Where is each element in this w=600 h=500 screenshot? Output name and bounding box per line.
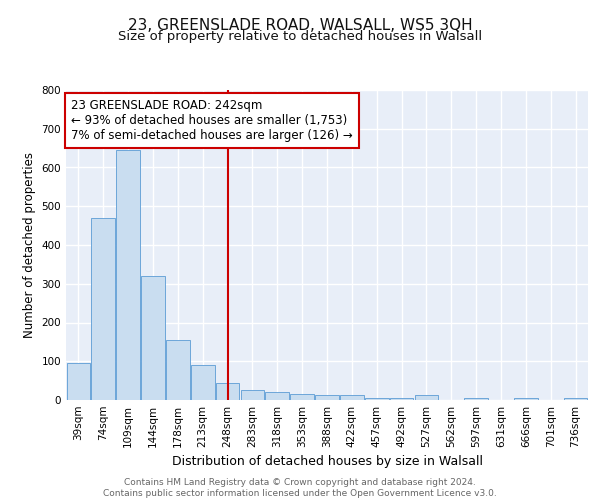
Bar [141, 276, 165, 400]
X-axis label: Distribution of detached houses by size in Walsall: Distribution of detached houses by size … [172, 456, 482, 468]
Bar [340, 396, 364, 400]
Bar [464, 398, 488, 400]
Bar [514, 398, 538, 400]
Bar [290, 394, 314, 400]
Bar [315, 395, 339, 400]
Text: 23, GREENSLADE ROAD, WALSALL, WS5 3QH: 23, GREENSLADE ROAD, WALSALL, WS5 3QH [128, 18, 472, 32]
Bar [241, 390, 264, 400]
Bar [166, 340, 190, 400]
Bar [365, 398, 389, 400]
Bar [564, 398, 587, 400]
Bar [91, 218, 115, 400]
Text: Size of property relative to detached houses in Walsall: Size of property relative to detached ho… [118, 30, 482, 43]
Bar [415, 396, 438, 400]
Bar [265, 392, 289, 400]
Text: 23 GREENSLADE ROAD: 242sqm
← 93% of detached houses are smaller (1,753)
7% of se: 23 GREENSLADE ROAD: 242sqm ← 93% of deta… [71, 100, 353, 142]
Bar [390, 398, 413, 400]
Bar [191, 365, 215, 400]
Bar [116, 150, 140, 400]
Text: Contains HM Land Registry data © Crown copyright and database right 2024.
Contai: Contains HM Land Registry data © Crown c… [103, 478, 497, 498]
Bar [67, 363, 90, 400]
Y-axis label: Number of detached properties: Number of detached properties [23, 152, 36, 338]
Bar [216, 384, 239, 400]
